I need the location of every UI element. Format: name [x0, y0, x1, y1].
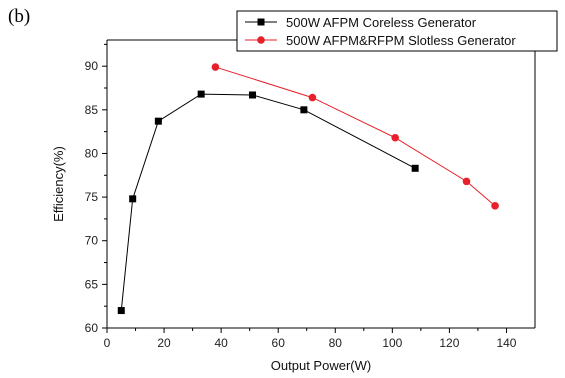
legend-marker-square	[257, 18, 265, 26]
series-layer	[117, 63, 499, 315]
y-tick-label: 85	[85, 103, 99, 117]
legend-label-2: 500W AFPM&RFPM Slotless Generator	[286, 33, 516, 48]
y-axis-ticks: 60 65 70 75 80 85 90	[85, 43, 107, 335]
x-tick-label: 20	[157, 336, 171, 350]
y-tick-label: 65	[85, 277, 99, 291]
y-axis-label: Efficiency(%)	[51, 146, 66, 222]
y-tick-label: 80	[85, 146, 99, 160]
legend-marker-circle	[257, 36, 265, 44]
x-tick-label: 60	[272, 336, 286, 350]
x-tick-label: 40	[214, 336, 228, 350]
data-point-circle	[308, 93, 317, 102]
x-tick-label: 0	[104, 336, 111, 350]
x-tick-label: 120	[439, 336, 459, 350]
legend-box	[236, 10, 558, 52]
data-point-square	[411, 164, 419, 172]
y-tick-label: 70	[85, 234, 99, 248]
data-point-circle	[462, 177, 471, 186]
y-tick-label: 90	[85, 59, 99, 73]
x-axis-label: Output Power(W)	[271, 358, 371, 373]
data-point-square	[197, 90, 205, 98]
data-point-square	[154, 117, 162, 125]
legend: 500W AFPM Coreless Generator 500W AFPM&RF…	[236, 10, 558, 52]
y-tick-label: 75	[85, 190, 99, 204]
panel-label: (b)	[8, 6, 31, 27]
data-point-circle	[491, 202, 499, 210]
data-point-square	[249, 91, 257, 99]
data-point-square	[117, 307, 125, 315]
x-tick-label: 80	[329, 336, 343, 350]
y-tick-label: 60	[85, 321, 99, 335]
data-point-circle	[391, 133, 399, 142]
x-axis-ticks: 0 20 40 60 80 100 120 140	[104, 328, 517, 350]
plot-frame	[106, 39, 536, 329]
data-point-square	[300, 106, 308, 114]
x-tick-label: 140	[496, 336, 516, 350]
legend-label-1: 500W AFPM Coreless Generator	[286, 15, 477, 30]
data-point-circle	[211, 63, 220, 71]
data-point-square	[129, 195, 137, 203]
x-tick-label: 100	[382, 336, 402, 350]
